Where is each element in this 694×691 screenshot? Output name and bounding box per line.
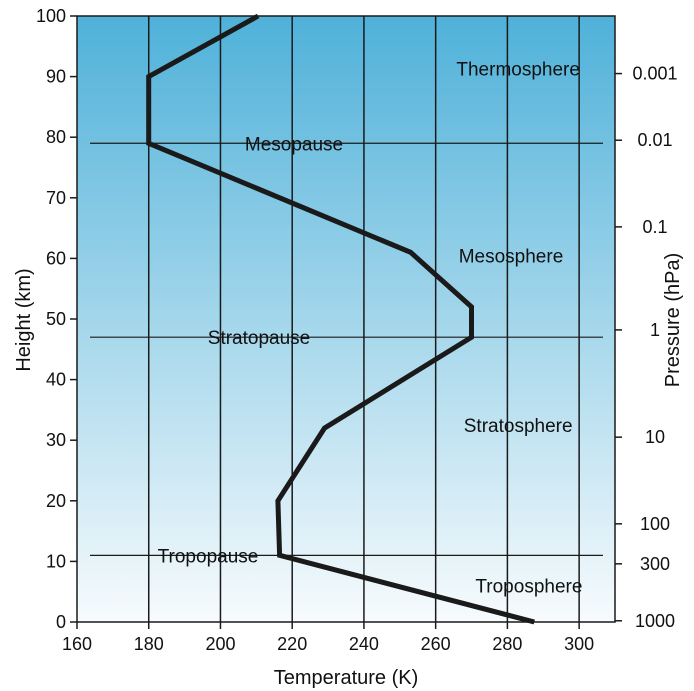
pressure-axis-ticks: 0.001 0.01 0.1 1 10 100 300 1000 <box>615 64 678 631</box>
pressure-axis-label: Pressure (hPa) <box>662 253 684 388</box>
pressure-tick-label: 10 <box>645 427 665 447</box>
boundary-label: Mesopause <box>245 134 343 155</box>
x-axis-label: Temperature (K) <box>274 667 419 689</box>
y-tick-label: 10 <box>46 551 66 571</box>
y-tick-label: 70 <box>46 188 66 208</box>
y-tick-label: 90 <box>46 67 66 87</box>
y-axis-label: Height (km) <box>13 268 35 371</box>
boundary-label: Tropopause <box>158 546 259 567</box>
temperature-line <box>146 13 535 625</box>
pressure-tick-label: 0.1 <box>642 217 667 237</box>
x-tick-label: 240 <box>349 634 379 654</box>
x-tick-label: 160 <box>62 634 92 654</box>
x-tick-label: 300 <box>564 634 594 654</box>
y-tick-label: 50 <box>46 309 66 329</box>
y-tick-label: 30 <box>46 430 66 450</box>
region-label: Mesosphere <box>459 246 564 267</box>
y-tick-label: 60 <box>46 248 66 268</box>
region-labels: Troposphere Stratosphere Mesosphere Thermos… <box>456 60 582 598</box>
region-label: Stratosphere <box>464 416 573 437</box>
x-tick-label: 180 <box>134 634 164 654</box>
y-axis-ticks: 0 10 20 30 40 50 60 70 80 90 100 <box>36 6 77 632</box>
y-tick-label: 0 <box>56 612 66 632</box>
pressure-tick-label: 100 <box>640 514 670 534</box>
x-tick-label: 280 <box>492 634 522 654</box>
x-tick-label: 260 <box>421 634 451 654</box>
pressure-tick-label: 0.01 <box>637 130 672 150</box>
y-tick-label: 100 <box>36 6 66 26</box>
temperature-profile <box>146 13 535 625</box>
pressure-tick-label: 300 <box>640 554 670 574</box>
plot-background <box>77 16 615 622</box>
boundary-lines: Tropopause Stratopause Mesopause <box>90 134 603 567</box>
y-tick-label: 20 <box>46 491 66 511</box>
y-tick-label: 80 <box>46 127 66 147</box>
region-label: Thermosphere <box>456 60 580 81</box>
pressure-tick-label: 1000 <box>635 611 675 631</box>
grid <box>147 16 580 622</box>
pressure-tick-label: 0.001 <box>632 64 677 84</box>
x-tick-label: 200 <box>205 634 235 654</box>
boundary-label: Stratopause <box>208 328 310 349</box>
x-tick-label: 220 <box>277 634 307 654</box>
pressure-tick-label: 1 <box>650 320 660 340</box>
region-label: Troposphere <box>475 577 582 598</box>
x-axis-ticks: 160 180 200 220 240 260 280 300 <box>62 622 594 654</box>
y-tick-label: 40 <box>46 370 66 390</box>
